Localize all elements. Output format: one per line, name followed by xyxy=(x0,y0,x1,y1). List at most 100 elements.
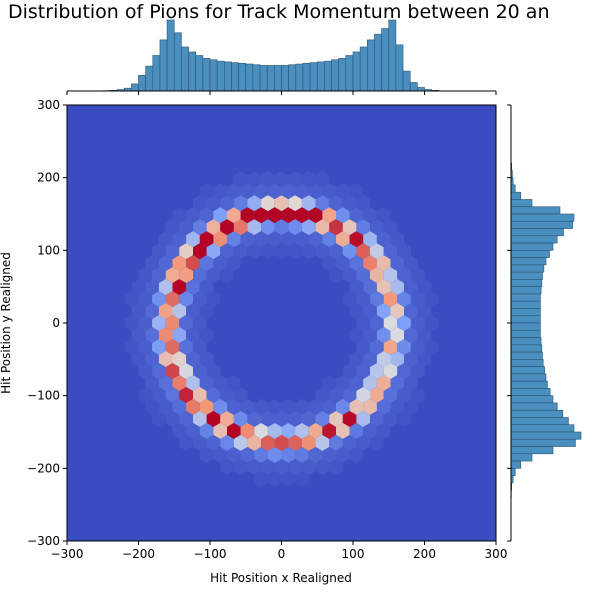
right-histogram-bar xyxy=(510,409,564,418)
hexbin-cell xyxy=(193,243,207,260)
hexbin-cell xyxy=(179,291,193,307)
hexbin-cell xyxy=(329,219,343,236)
right-histogram-bar xyxy=(510,315,541,324)
hexbin-cell xyxy=(349,398,364,415)
hexbin-cell xyxy=(199,327,214,343)
right-histogram-bar xyxy=(510,271,543,280)
x-axis: −300 −200 −100 0 100 200 300 xyxy=(51,541,507,561)
hexbin-cell xyxy=(247,219,262,236)
hexbin-cell xyxy=(261,410,275,427)
hexbin-cell xyxy=(281,183,296,200)
hexbin-cell xyxy=(193,315,207,331)
hexbin-cell xyxy=(397,243,411,260)
hexbin-cell xyxy=(363,375,377,391)
top-histogram-bar xyxy=(288,64,297,92)
right-histogram-bar xyxy=(510,257,547,266)
hexbin-cell xyxy=(315,219,330,236)
hexbin-cell xyxy=(363,255,377,271)
hexbin-cell xyxy=(172,422,187,439)
right-histogram-bar xyxy=(510,191,522,200)
hexbin-cell xyxy=(233,386,248,403)
right-histogram-bar xyxy=(510,395,554,404)
hexbin-cell xyxy=(179,243,193,260)
hexbin-cell xyxy=(227,231,241,248)
hexbin-cell xyxy=(213,422,227,439)
hexbin-cell xyxy=(179,339,193,355)
hexbin-cell xyxy=(390,231,405,248)
hexbin-cell xyxy=(179,219,193,236)
top-histogram-bar xyxy=(281,65,289,92)
hexbin-cell xyxy=(213,375,227,391)
hexbin-cell xyxy=(308,398,323,415)
hexbin-cell xyxy=(397,386,411,403)
hexbin-cell xyxy=(342,243,357,260)
hexbin-cell xyxy=(233,219,248,236)
hexbin-cell xyxy=(172,231,187,248)
hexbin-cell xyxy=(342,267,357,283)
top-histogram-bar xyxy=(366,39,375,92)
hexbin-cell xyxy=(301,219,316,236)
top-histogram-bar xyxy=(181,46,189,92)
hexbin-cell xyxy=(186,255,200,271)
hexbin-cell xyxy=(322,375,336,391)
top-histogram-bar xyxy=(159,39,168,92)
hexbin-cell xyxy=(356,291,370,307)
hexbin-cell xyxy=(349,279,364,295)
hexbin-cell xyxy=(404,255,418,271)
hexbin-cell xyxy=(363,279,377,295)
hexbin-cell xyxy=(336,375,350,391)
hexbin-cell xyxy=(165,219,180,236)
hexbin-cell xyxy=(376,375,391,391)
hexbin-cell xyxy=(254,231,268,248)
hexbin-cell xyxy=(329,243,343,260)
hexbin-cell xyxy=(220,267,234,283)
hexbin-cell xyxy=(240,207,255,224)
hexbin-cell xyxy=(165,267,180,283)
right-histogram-bar xyxy=(510,388,551,396)
top-histogram-bar xyxy=(381,28,390,92)
hexbin-cell xyxy=(220,458,234,475)
hexbin-cell xyxy=(329,386,343,403)
hexbin-cell xyxy=(206,386,221,403)
hexbin-cell xyxy=(349,327,364,343)
hexbin-cell xyxy=(267,207,282,224)
hexbin-cell xyxy=(295,422,309,439)
top-histogram-bar xyxy=(402,70,411,92)
hexbin-cell xyxy=(356,386,370,403)
hexbin-cell xyxy=(152,315,166,331)
hexbin-cell xyxy=(356,410,370,427)
hexbin-cell xyxy=(240,183,255,200)
right-histogram-bar xyxy=(510,453,533,462)
hexbin-cell xyxy=(240,398,255,415)
hexbin-cell xyxy=(322,398,336,415)
hexbin-cell xyxy=(179,410,193,427)
hexbin-cell xyxy=(370,386,384,403)
hexbin-cell xyxy=(424,315,439,331)
y-axis: −300 −200 −100 0 100 200 300 xyxy=(27,98,67,548)
hexbin-cell xyxy=(281,470,296,487)
right-histogram-bar xyxy=(510,279,543,287)
right-marginal-histogram xyxy=(507,104,582,542)
x-tick-label: −200 xyxy=(122,547,155,561)
hexbin-cell xyxy=(233,195,248,212)
hexbin-cell xyxy=(349,231,364,248)
hexbin-cell xyxy=(213,183,227,200)
hexbin-cell xyxy=(186,375,200,391)
hexbin-cell xyxy=(301,410,316,427)
hexbin-cell xyxy=(233,434,248,451)
hexbin-cell xyxy=(254,422,268,439)
hexbin-cell xyxy=(179,315,193,331)
hexbin-cell xyxy=(179,363,193,379)
hexbin-cell xyxy=(315,171,330,188)
hexbin-cell xyxy=(267,398,282,415)
hexbin-cell xyxy=(356,434,370,451)
hexbin-cell xyxy=(288,219,302,236)
hexbin-cell xyxy=(254,398,268,415)
hexbin-cell xyxy=(404,327,418,343)
right-histogram-bar xyxy=(510,228,564,237)
y-tick-label: 300 xyxy=(37,98,60,112)
hexbin-cell xyxy=(376,207,391,224)
hexbin-cell xyxy=(383,315,398,331)
hexbin-cell xyxy=(295,183,309,200)
hexbin-cell xyxy=(145,303,159,319)
